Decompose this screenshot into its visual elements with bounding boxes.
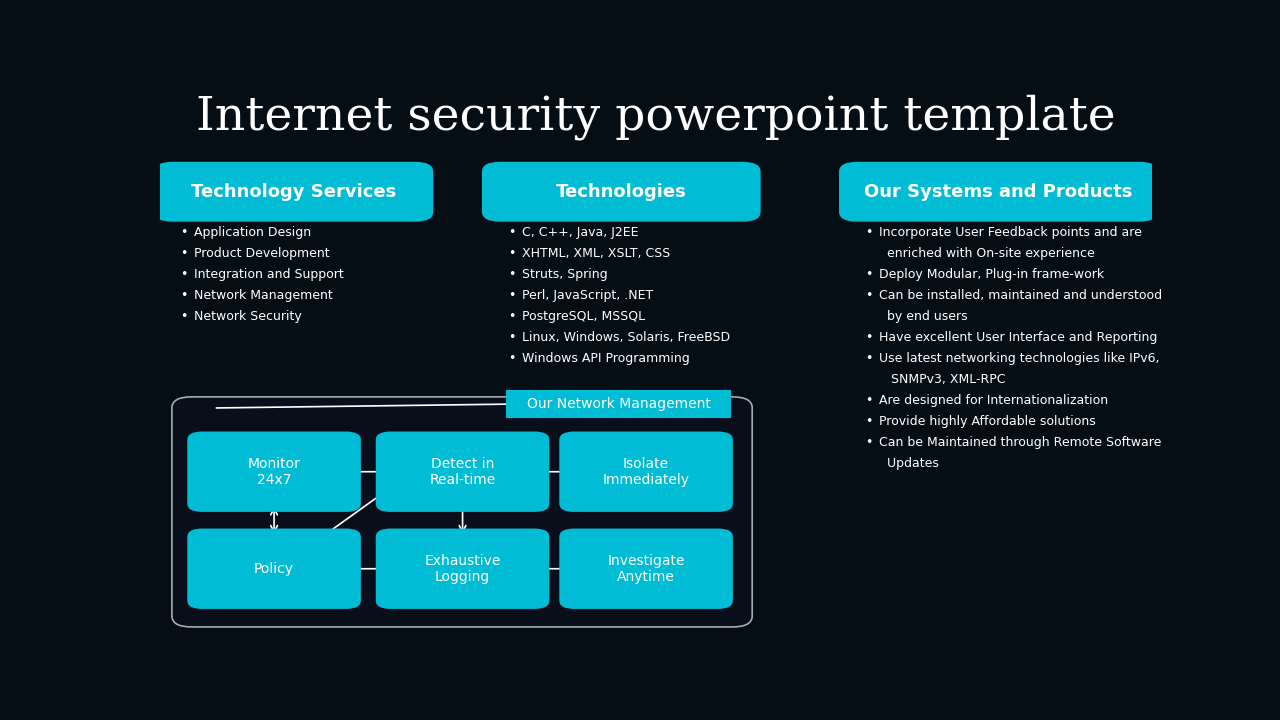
Text: •: • — [180, 289, 188, 302]
Text: C, C++, Java, J2EE: C, C++, Java, J2EE — [521, 225, 639, 238]
FancyBboxPatch shape — [507, 391, 731, 418]
FancyBboxPatch shape — [559, 528, 733, 609]
Text: Linux, Windows, Solaris, FreeBSD: Linux, Windows, Solaris, FreeBSD — [521, 331, 730, 344]
Text: •: • — [865, 394, 872, 407]
FancyBboxPatch shape — [172, 397, 753, 627]
Text: Struts, Spring: Struts, Spring — [521, 268, 607, 281]
Text: Have excellent User Interface and Reporting: Have excellent User Interface and Report… — [878, 331, 1157, 344]
Text: Windows API Programming: Windows API Programming — [521, 352, 690, 365]
Text: Perl, JavaScript, .NET: Perl, JavaScript, .NET — [521, 289, 653, 302]
FancyBboxPatch shape — [155, 162, 434, 222]
Text: Can be installed, maintained and understood: Can be installed, maintained and underst… — [878, 289, 1162, 302]
Text: Monitor
24x7: Monitor 24x7 — [247, 456, 301, 487]
Text: Deploy Modular, Plug-in frame-work: Deploy Modular, Plug-in frame-work — [878, 268, 1103, 281]
Text: •: • — [508, 225, 515, 238]
Text: Technologies: Technologies — [556, 183, 686, 201]
FancyBboxPatch shape — [559, 431, 733, 512]
Text: Isolate
Immediately: Isolate Immediately — [603, 456, 690, 487]
Text: •: • — [865, 331, 872, 344]
Text: •: • — [180, 225, 188, 238]
Text: Incorporate User Feedback points and are: Incorporate User Feedback points and are — [878, 225, 1142, 238]
FancyBboxPatch shape — [481, 162, 760, 222]
Text: Can be Maintained through Remote Software: Can be Maintained through Remote Softwar… — [878, 436, 1161, 449]
Text: •: • — [508, 331, 515, 344]
Text: Internet security powerpoint template: Internet security powerpoint template — [196, 94, 1116, 140]
Text: •: • — [865, 225, 872, 238]
Text: Technology Services: Technology Services — [191, 183, 397, 201]
Text: •: • — [180, 310, 188, 323]
Text: Detect in
Real-time: Detect in Real-time — [429, 456, 495, 487]
Text: SNMPv3, XML-RPC: SNMPv3, XML-RPC — [878, 373, 1005, 386]
FancyBboxPatch shape — [376, 431, 549, 512]
FancyBboxPatch shape — [838, 162, 1157, 222]
Text: •: • — [865, 352, 872, 365]
Text: •: • — [508, 268, 515, 281]
FancyBboxPatch shape — [376, 528, 549, 609]
Text: Application Design: Application Design — [195, 225, 311, 238]
Text: •: • — [508, 289, 515, 302]
Text: Are designed for Internationalization: Are designed for Internationalization — [878, 394, 1107, 407]
Text: Investigate
Anytime: Investigate Anytime — [607, 554, 685, 584]
Text: •: • — [865, 436, 872, 449]
Text: enriched with On-site experience: enriched with On-site experience — [878, 247, 1094, 260]
Text: •: • — [508, 352, 515, 365]
Text: •: • — [865, 268, 872, 281]
FancyBboxPatch shape — [187, 431, 361, 512]
Text: Use latest networking technologies like IPv6,: Use latest networking technologies like … — [878, 352, 1160, 365]
Text: •: • — [180, 268, 188, 281]
Text: •: • — [508, 247, 515, 260]
FancyBboxPatch shape — [187, 528, 361, 609]
Text: by end users: by end users — [878, 310, 968, 323]
Text: Product Development: Product Development — [195, 247, 330, 260]
Text: Policy: Policy — [253, 562, 294, 576]
Text: •: • — [865, 289, 872, 302]
Text: PostgreSQL, MSSQL: PostgreSQL, MSSQL — [521, 310, 645, 323]
Text: XHTML, XML, XSLT, CSS: XHTML, XML, XSLT, CSS — [521, 247, 669, 260]
Text: •: • — [865, 415, 872, 428]
Text: Integration and Support: Integration and Support — [195, 268, 344, 281]
Text: Network Security: Network Security — [195, 310, 302, 323]
Text: Updates: Updates — [878, 457, 938, 470]
Text: •: • — [180, 247, 188, 260]
Text: Provide highly Affordable solutions: Provide highly Affordable solutions — [878, 415, 1096, 428]
Text: Our Network Management: Our Network Management — [527, 397, 710, 411]
Text: •: • — [508, 310, 515, 323]
Text: Network Management: Network Management — [195, 289, 333, 302]
Text: Exhaustive
Logging: Exhaustive Logging — [425, 554, 500, 584]
Text: Our Systems and Products: Our Systems and Products — [864, 183, 1133, 201]
